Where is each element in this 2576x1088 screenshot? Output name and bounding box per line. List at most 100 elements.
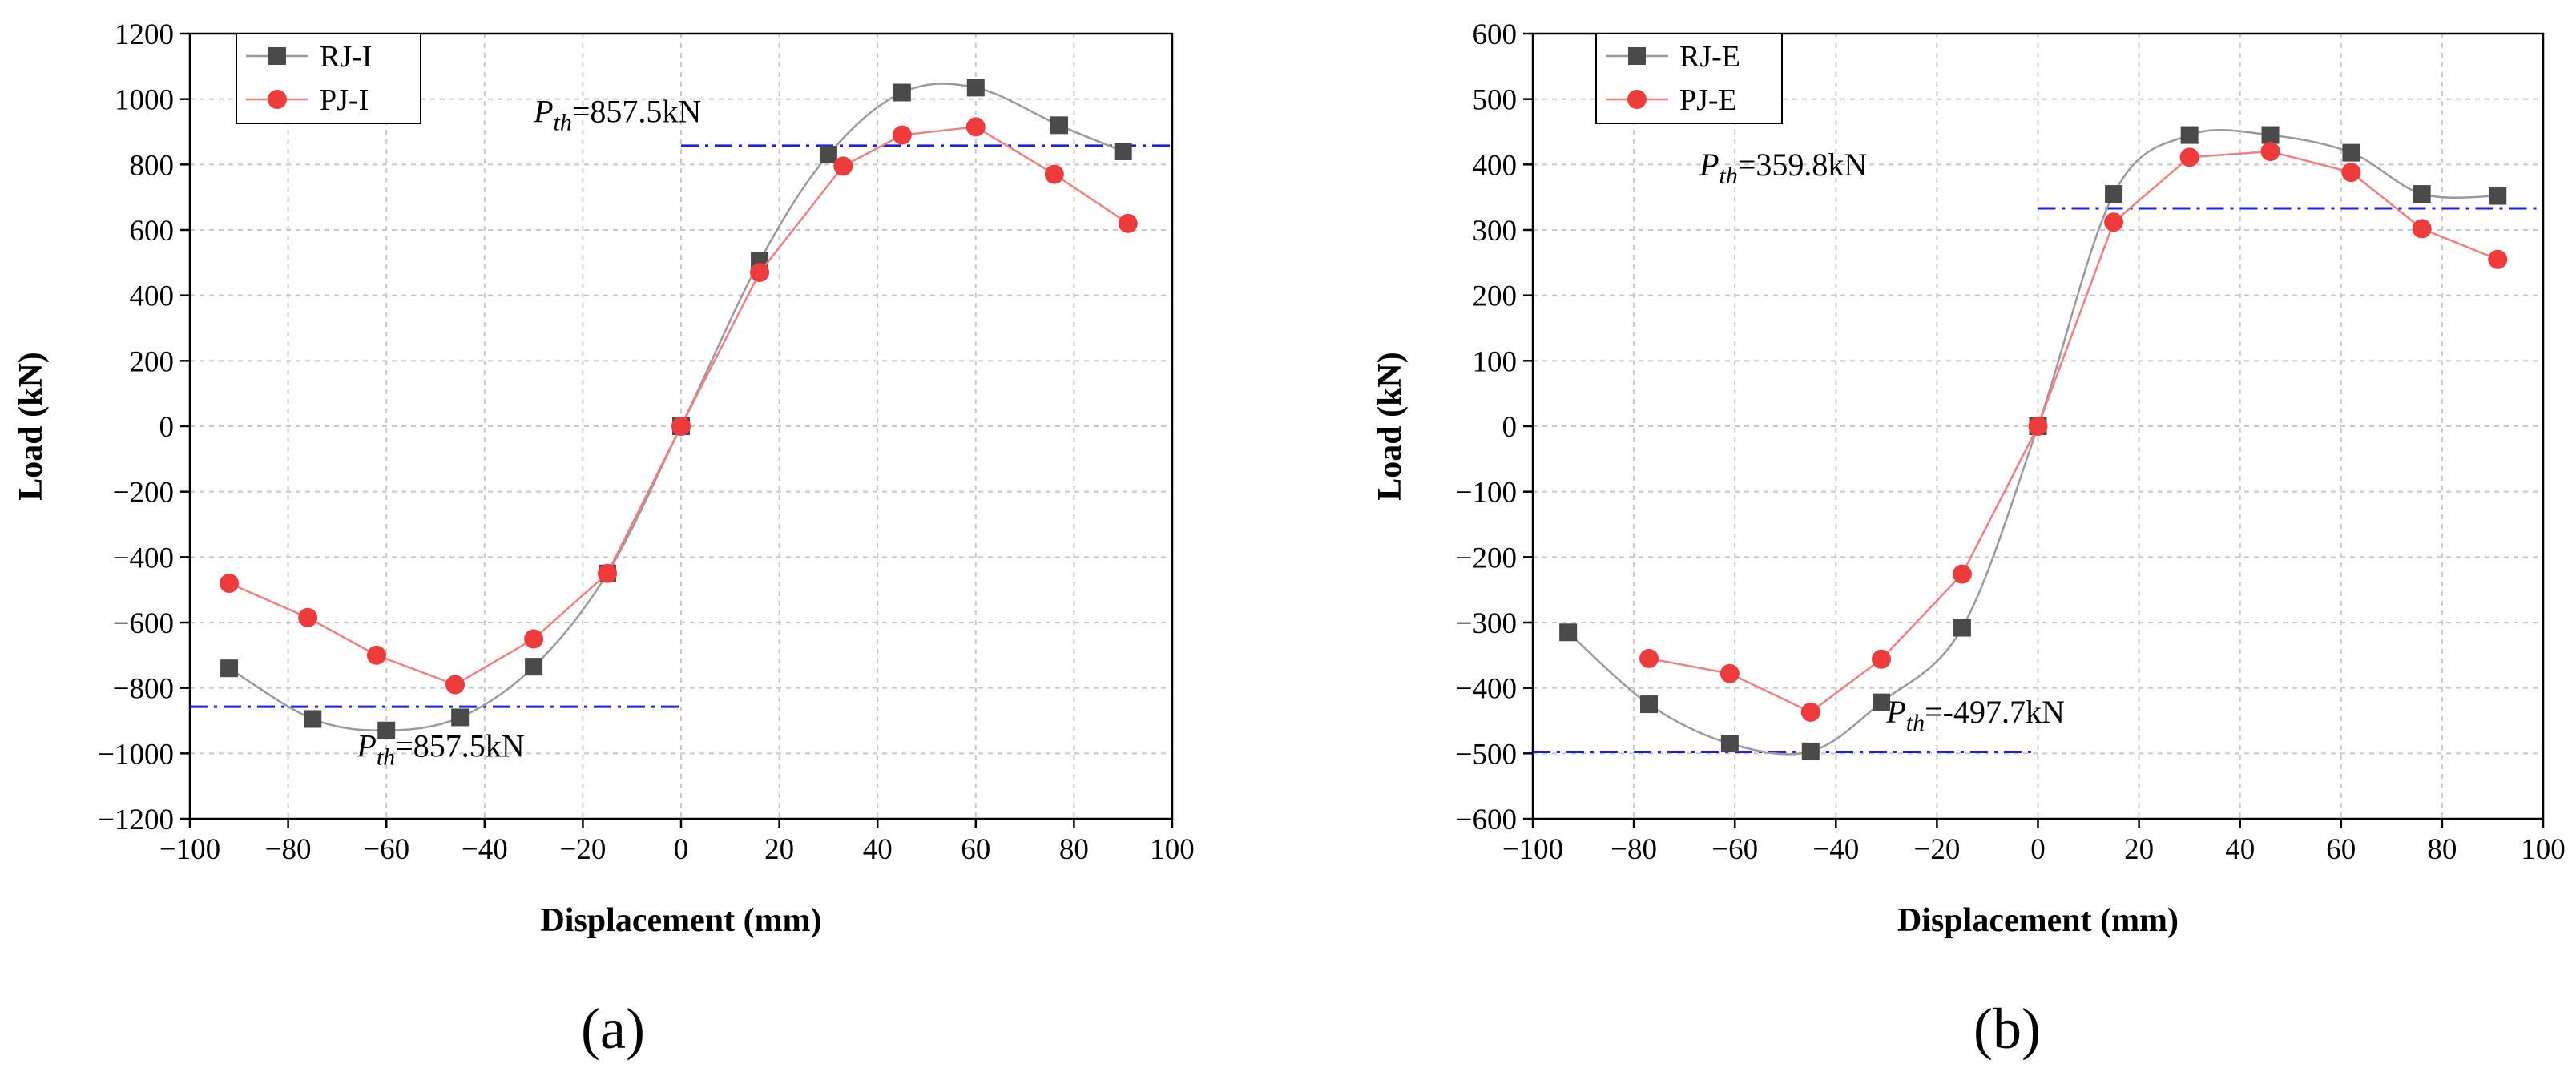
data-point-RJ-E [2261,126,2280,144]
y-axis-title: Load (kN) [13,352,50,501]
y-tick-label: 1200 [115,18,174,51]
data-point-RJ-E [2413,185,2431,203]
y-tick-label: 200 [1473,280,1518,313]
y-tick-label: −200 [113,477,174,510]
x-axis-title: Displacement (mm) [540,902,821,939]
x-tick-label: −100 [159,833,220,866]
data-point-PJ-I [833,156,853,176]
data-point-PJ-E [1800,702,1820,722]
data-point-RJ-E [1953,619,1971,637]
y-tick-label: −200 [1456,542,1517,574]
data-point-RJ-E [1720,735,1739,753]
x-tick-label: 80 [1059,833,1089,866]
data-point-RJ-E [2180,126,2199,144]
x-tick-label: 80 [2427,833,2457,866]
y-tick-label: −600 [113,607,174,640]
data-point-PJ-I [1044,164,1064,184]
threshold-annotation: Pth=-497.7kN [1885,694,2065,736]
y-tick-label: 300 [1473,215,1518,248]
x-tick-label: −40 [1812,833,1859,866]
data-point-PJ-I [445,675,466,695]
data-point-RJ-E [1801,742,1820,760]
chart-panel-b: −100 −80 −60 −40 −20 0 20 40 60 80 100−600−500−400… [1372,18,2566,1061]
y-tick-label: 400 [130,280,175,313]
y-tick-label: −500 [1456,738,1517,771]
x-tick-label: −60 [363,833,409,866]
y-tick-label: −1000 [98,738,174,771]
x-tick-label: −40 [462,833,508,866]
x-tick-label: 0 [2030,833,2046,866]
x-tick-label: −80 [1611,833,1657,866]
legend-marker-RJ-I [268,47,286,65]
y-axis-title: Load (kN) [1372,352,1409,501]
x-tick-label: −80 [265,833,312,866]
series-line-PJ-E [1648,150,2498,714]
data-point-PJ-I [750,263,770,283]
data-point-RJ-E [2489,187,2507,205]
data-point-PJ-I [220,574,240,593]
legend-box [236,33,421,124]
data-point-PJ-I [892,125,912,145]
data-point-RJ-E [1640,695,1659,714]
panel-label: (b) [1973,997,2041,1061]
threshold-annotation: Pth=857.5kN [356,727,524,770]
x-tick-label: 40 [2225,833,2255,866]
legend-box [1595,33,1783,124]
data-point-PJ-I [965,117,986,137]
data-point-PJ-I [524,629,544,649]
x-tick-label: −20 [559,833,606,866]
data-point-RJ-I [304,710,322,728]
y-tick-label: −300 [1456,607,1517,640]
data-point-PJ-E [1872,649,1892,669]
y-tick-label: 600 [130,215,175,248]
y-tick-label: −800 [113,673,174,706]
chart-panel-a: −100 −80 −60 −40 −20 0 20 40 60 80 100−1200−1000−8… [13,18,1195,1061]
data-point-RJ-I [377,721,396,739]
data-point-RJ-I [966,79,985,97]
x-tick-label: 40 [863,833,893,866]
data-point-PJ-I [1118,213,1138,233]
y-tick-label: 0 [1502,411,1518,444]
y-tick-label: 0 [159,411,175,444]
data-point-PJ-I [598,563,618,583]
y-tick-label: 1000 [115,84,174,117]
data-point-RJ-E [1873,693,1891,711]
y-tick-label: 200 [130,345,175,378]
data-point-PJ-I [366,645,386,665]
y-tick-label: 400 [1473,149,1518,182]
data-point-PJ-E [2412,219,2432,239]
data-point-PJ-E [2260,142,2280,161]
data-point-RJ-E [1559,623,1578,642]
y-tick-label: 500 [1473,84,1518,117]
threshold-annotation: Pth=857.5kN [533,93,701,135]
x-tick-label: 100 [2521,833,2566,866]
y-tick-label: −100 [1456,477,1517,510]
data-point-RJ-E [2105,185,2123,203]
data-point-PJ-E [2488,249,2508,269]
data-point-PJ-E [1952,564,1972,584]
data-point-PJ-E [2028,417,2048,436]
data-point-RJ-I [451,708,470,727]
y-tick-label: −400 [113,542,174,574]
data-point-RJ-I [819,146,837,164]
x-tick-label: 60 [2326,833,2356,866]
legend-marker-RJ-E [1628,47,1646,65]
data-point-RJ-I [525,658,543,676]
y-tick-label: 800 [130,149,175,182]
x-axis-title: Displacement (mm) [1897,902,2179,939]
legend-label-RJ-I: RJ-I [320,40,372,74]
data-point-PJ-E [2104,212,2124,232]
legend-label-RJ-E: RJ-E [1679,40,1740,74]
legend-label-PJ-E: PJ-E [1679,83,1737,117]
legend-marker-PJ-E [1627,90,1647,109]
data-point-PJ-E [1719,663,1740,683]
panel-label: (a) [581,997,645,1061]
y-tick-label: 100 [1473,345,1518,378]
data-point-PJ-I [298,607,318,627]
legend-label-PJ-I: PJ-I [320,83,369,117]
y-tick-label: 600 [1473,18,1518,51]
x-tick-label: −60 [1711,833,1758,866]
x-tick-label: 60 [961,833,990,866]
series-line-RJ-E [1567,128,2498,756]
